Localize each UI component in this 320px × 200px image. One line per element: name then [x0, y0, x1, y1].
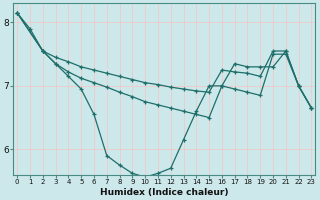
X-axis label: Humidex (Indice chaleur): Humidex (Indice chaleur): [100, 188, 228, 197]
